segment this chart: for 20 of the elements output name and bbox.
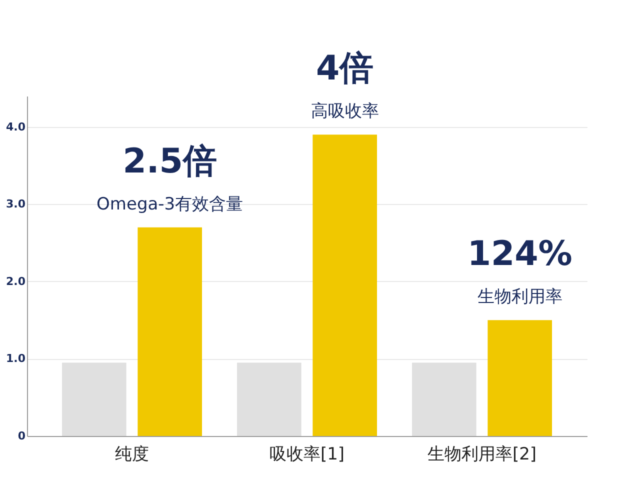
annotation: 124% [467, 234, 572, 274]
y-tick-label: 2.0 [6, 274, 26, 288]
annotation: 高吸收率 [310, 102, 379, 122]
bar [138, 227, 202, 436]
text: 4倍 [316, 48, 374, 89]
bar [312, 134, 377, 436]
bar [237, 362, 302, 436]
y-tick-label: 4.0 [6, 120, 26, 134]
y-tick-label: 3.0 [6, 198, 26, 211]
y-tick-label: 1.0 [6, 352, 26, 366]
annotation: 生物利用率 [477, 287, 562, 308]
annotation: 2.5倍 [122, 141, 217, 182]
x-tick-label: 吸收率[1] [269, 444, 345, 464]
bar [488, 320, 552, 436]
x-tick-label: 生物利用率[2] [427, 444, 537, 464]
y-tick-label: 0 [18, 430, 26, 442]
bar [62, 362, 126, 436]
bar [412, 362, 476, 436]
x-tick-label: 纯度 [115, 444, 149, 464]
annotation: Omega-3有效含量 [96, 194, 244, 214]
